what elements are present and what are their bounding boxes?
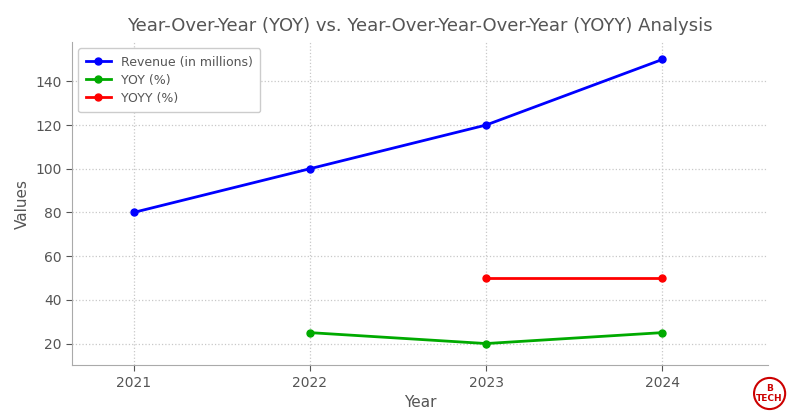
Revenue (in millions) bbox=[129, 210, 138, 215]
YOY (%) bbox=[305, 330, 314, 335]
Revenue (in millions) bbox=[658, 57, 667, 62]
Line: YOYY (%): YOYY (%) bbox=[482, 275, 666, 281]
YOY (%) bbox=[482, 341, 491, 346]
Line: Revenue (in millions): Revenue (in millions) bbox=[130, 56, 666, 216]
Legend: Revenue (in millions), YOY (%), YOYY (%): Revenue (in millions), YOY (%), YOYY (%) bbox=[78, 48, 260, 112]
X-axis label: Year: Year bbox=[404, 395, 436, 410]
Revenue (in millions) bbox=[482, 123, 491, 128]
YOY (%) bbox=[658, 330, 667, 335]
YOYY (%) bbox=[482, 276, 491, 281]
YOYY (%) bbox=[658, 276, 667, 281]
Revenue (in millions) bbox=[305, 166, 314, 171]
Line: YOY (%): YOY (%) bbox=[306, 329, 666, 347]
Text: B
TECH: B TECH bbox=[756, 384, 783, 403]
Y-axis label: Values: Values bbox=[14, 178, 30, 229]
Title: Year-Over-Year (YOY) vs. Year-Over-Year-Over-Year (YOYY) Analysis: Year-Over-Year (YOY) vs. Year-Over-Year-… bbox=[127, 17, 713, 35]
